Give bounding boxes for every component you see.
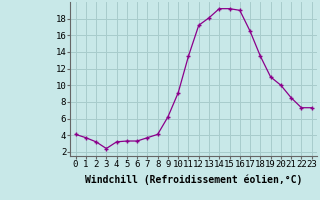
X-axis label: Windchill (Refroidissement éolien,°C): Windchill (Refroidissement éolien,°C) — [85, 175, 302, 185]
